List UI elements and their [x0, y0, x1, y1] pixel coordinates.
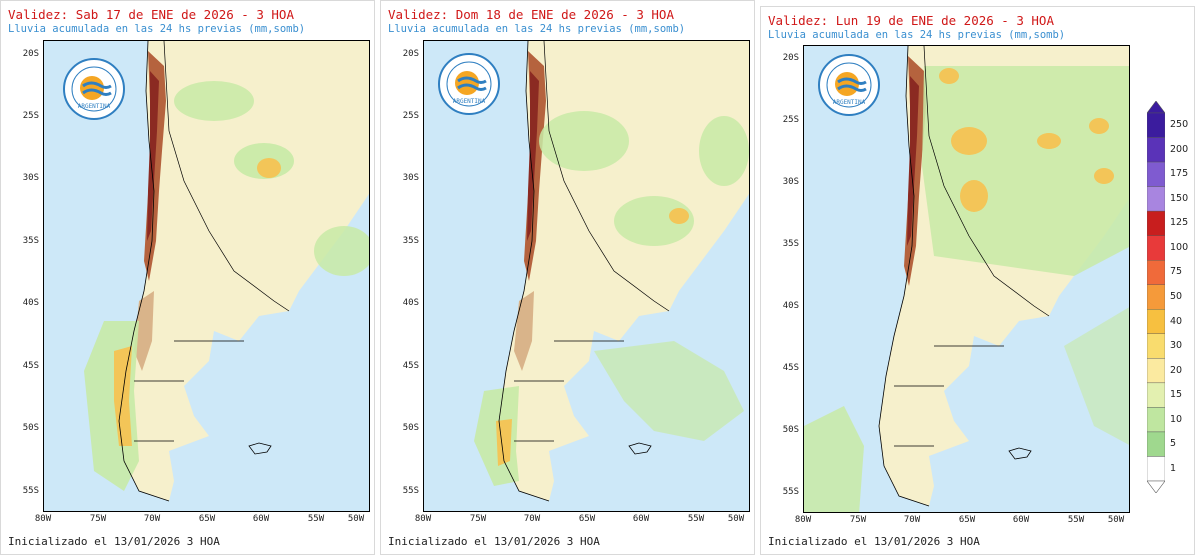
lat-label: 20S	[782, 53, 799, 63]
lon-label: 70W	[523, 514, 541, 524]
lon-label: 80W	[414, 514, 432, 524]
lon-label: 50W	[1107, 515, 1125, 525]
validity-title: Validez: Lun 19 de ENE de 2026 - 3 HOA	[768, 13, 1054, 28]
colorbar-label: 1	[1170, 462, 1177, 474]
lon-label: 75W	[89, 514, 107, 524]
colorbar-swatch	[1146, 161, 1166, 187]
colorbar-label: 30	[1170, 340, 1183, 352]
lat-label: 50S	[782, 425, 799, 435]
forecast-map	[803, 45, 1130, 513]
lon-label: 50W	[347, 514, 365, 524]
lon-label: 70W	[143, 514, 161, 524]
map-panel-2: Validez: Dom 18 de ENE de 2026 - 3 HOA L…	[380, 0, 755, 555]
lon-label: 60W	[632, 514, 650, 524]
colorbar-swatch	[1146, 309, 1166, 334]
lat-label: 50S	[22, 423, 39, 433]
lon-label: 75W	[469, 514, 487, 524]
smn-logo: ARGENTINA	[816, 52, 882, 118]
colorbar-swatch	[1146, 186, 1166, 212]
colorbar-label: 5	[1170, 438, 1177, 450]
lon-label: 60W	[252, 514, 270, 524]
smn-logo: ARGENTINA	[61, 56, 127, 122]
lon-label: 55W	[307, 514, 325, 524]
lat-label: 45S	[402, 361, 419, 371]
colorbar-swatch	[1146, 456, 1166, 482]
initialized-text: Inicializado el 13/01/2026 3 HOA	[388, 535, 600, 548]
lat-label: 55S	[402, 486, 419, 496]
lon-label: 55W	[687, 514, 705, 524]
map-panel-3: Validez: Lun 19 de ENE de 2026 - 3 HOA L…	[760, 6, 1195, 555]
colorbar-swatch	[1146, 137, 1166, 163]
colorbar-label: 150	[1170, 192, 1189, 204]
map-panel-1: Validez: Sab 17 de ENE de 2026 - 3 HOA L…	[0, 0, 375, 555]
lon-label: 50W	[727, 514, 745, 524]
lat-label: 30S	[782, 177, 799, 187]
lon-label: 60W	[1012, 515, 1030, 525]
colorbar-label: 20	[1170, 364, 1183, 376]
colorbar-swatch	[1146, 382, 1166, 408]
colorbar-swatch	[1146, 333, 1166, 359]
colorbar-swatch	[1146, 210, 1166, 236]
lat-label: 40S	[22, 298, 39, 308]
initialized-text: Inicializado el 13/01/2026 3 HOA	[768, 535, 980, 548]
colorbar-label: 175	[1170, 168, 1189, 180]
lon-label: 55W	[1067, 515, 1085, 525]
lat-label: 35S	[22, 236, 39, 246]
validity-title: Validez: Sab 17 de ENE de 2026 - 3 HOA	[8, 7, 294, 22]
lat-label: 20S	[402, 49, 419, 59]
colorbar-swatch	[1146, 358, 1166, 384]
colorbar-label: 10	[1170, 413, 1183, 425]
colorbar-swatch	[1146, 407, 1166, 433]
colorbar-label: 15	[1170, 389, 1183, 401]
colorbar-bottom-arrow	[1146, 480, 1166, 494]
subtitle: Lluvia acumulada en las 24 hs previas (m…	[768, 29, 1066, 41]
colorbar-label: 250	[1170, 119, 1189, 131]
lon-label: 80W	[34, 514, 52, 524]
lon-label: 75W	[849, 515, 867, 525]
lon-label: 70W	[903, 515, 921, 525]
logo-text: ARGENTINA	[77, 103, 111, 110]
initialized-text: Inicializado el 13/01/2026 3 HOA	[8, 535, 220, 548]
lat-label: 40S	[782, 301, 799, 311]
colorbar-swatch	[1146, 259, 1166, 285]
lat-label: 20S	[22, 49, 39, 59]
lat-label: 55S	[22, 486, 39, 496]
colorbar-top-arrow	[1146, 100, 1166, 114]
logo-text: ARGENTINA	[832, 99, 866, 106]
colorbar-label: 200	[1170, 143, 1189, 155]
lat-label: 25S	[402, 111, 419, 121]
lat-label: 25S	[22, 111, 39, 121]
colorbar-swatch	[1146, 235, 1166, 261]
subtitle: Lluvia acumulada en las 24 hs previas (m…	[8, 23, 306, 35]
colorbar-swatch	[1146, 431, 1166, 457]
lat-label: 35S	[402, 236, 419, 246]
validity-title: Validez: Dom 18 de ENE de 2026 - 3 HOA	[388, 7, 674, 22]
lat-label: 55S	[782, 487, 799, 497]
lat-label: 30S	[22, 173, 39, 183]
colorbar-label: 50	[1170, 291, 1183, 302]
forecast-map	[43, 40, 370, 512]
lon-label: 65W	[198, 514, 216, 524]
subtitle: Lluvia acumulada en las 24 hs previas (m…	[388, 23, 686, 35]
colorbar-label: 75	[1170, 266, 1183, 278]
lon-label: 65W	[958, 515, 976, 525]
colorbar-label: 125	[1170, 217, 1189, 229]
forecast-map	[423, 40, 750, 512]
colorbar-swatch	[1146, 284, 1166, 310]
colorbar-label: 40	[1170, 315, 1183, 327]
lat-label: 50S	[402, 423, 419, 433]
lat-label: 45S	[782, 363, 799, 373]
lat-label: 30S	[402, 173, 419, 183]
colorbar-swatch	[1146, 112, 1166, 138]
colorbar-label: 100	[1170, 241, 1189, 253]
lat-label: 45S	[22, 361, 39, 371]
smn-logo: ARGENTINA	[436, 51, 502, 117]
lat-label: 35S	[782, 239, 799, 249]
colorbar	[1146, 100, 1166, 494]
logo-text: ARGENTINA	[452, 98, 486, 105]
lon-label: 80W	[794, 515, 812, 525]
lat-label: 25S	[782, 115, 799, 125]
lon-label: 65W	[578, 514, 596, 524]
lat-label: 40S	[402, 298, 419, 308]
